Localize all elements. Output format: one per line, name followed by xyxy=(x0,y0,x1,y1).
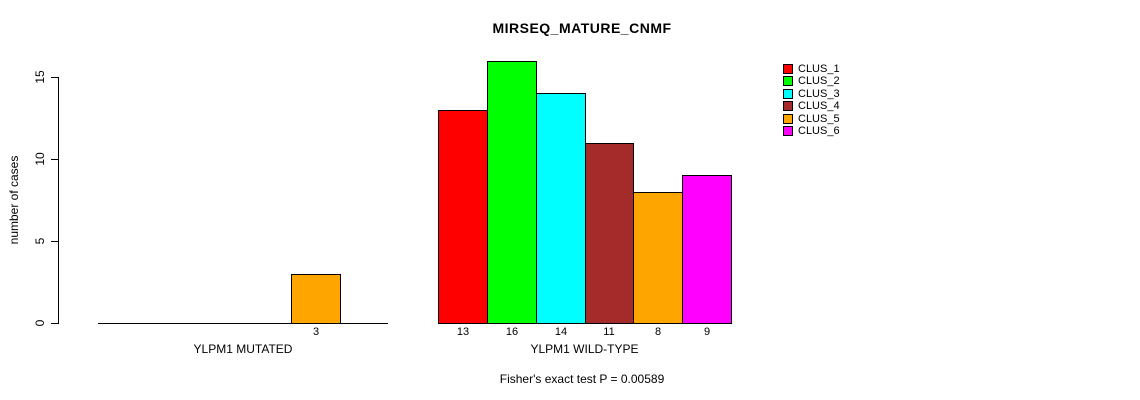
legend-label: CLUS_4 xyxy=(798,100,840,113)
bar-value-label: 3 xyxy=(312,326,320,338)
y-axis-line xyxy=(58,77,59,324)
bar-value-label: 13 xyxy=(456,326,470,338)
y-tick-label: 5 xyxy=(33,237,47,245)
legend-item-CLUS_3: CLUS_3 xyxy=(783,87,840,100)
legend-label: CLUS_2 xyxy=(798,75,840,88)
legend-item-CLUS_4: CLUS_4 xyxy=(783,101,840,112)
group-label-mutated: YLPM1 MUTATED xyxy=(193,342,293,356)
bar-CLUS_5 xyxy=(291,274,341,324)
legend-item-CLUS_5: CLUS_5 xyxy=(783,112,840,125)
legend-label: CLUS_5 xyxy=(798,112,840,125)
legend-label: CLUS_3 xyxy=(798,87,840,100)
legend-label: CLUS_1 xyxy=(798,63,840,75)
chart-title: MIRSEQ_MATURE_CNMF xyxy=(492,20,672,36)
y-axis-label: number of cases xyxy=(7,155,21,245)
legend-swatch-icon xyxy=(783,76,793,87)
caption-fisher-test: Fisher's exact test P = 0.00589 xyxy=(499,372,665,386)
legend-swatch-icon xyxy=(783,101,793,112)
legend-swatch-icon xyxy=(783,126,793,136)
bar-CLUS_5 xyxy=(633,192,683,324)
y-tick-mark xyxy=(51,159,59,160)
bar-value-label: 14 xyxy=(554,326,568,338)
legend-item-CLUS_6: CLUS_6 xyxy=(783,126,840,137)
bar-CLUS_3 xyxy=(536,93,586,324)
y-tick-label: 0 xyxy=(33,319,47,327)
y-tick-mark xyxy=(51,323,59,324)
y-tick-mark xyxy=(51,77,59,78)
y-tick-label: 15 xyxy=(33,70,47,84)
legend-swatch-icon xyxy=(783,64,793,74)
bar-CLUS_2 xyxy=(487,61,537,324)
legend-swatch-icon xyxy=(783,88,793,99)
legend-swatch-icon xyxy=(783,113,793,124)
y-tick-mark xyxy=(51,241,59,242)
bar-value-label: 9 xyxy=(703,326,711,338)
legend-item-CLUS_2: CLUS_2 xyxy=(783,76,840,87)
group-label-wildtype: YLPM1 WILD-TYPE xyxy=(530,342,639,356)
bar-value-label: 8 xyxy=(654,326,662,338)
y-tick-label: 10 xyxy=(33,152,47,166)
group-baseline xyxy=(98,323,388,324)
legend-label: CLUS_6 xyxy=(798,125,840,137)
bar-CLUS_1 xyxy=(438,110,488,324)
legend-item-CLUS_1: CLUS_1 xyxy=(783,64,840,75)
bar-value-label: 11 xyxy=(603,326,615,338)
bar-CLUS_6 xyxy=(682,175,732,324)
bar-CLUS_4 xyxy=(585,143,634,324)
bar-value-label: 16 xyxy=(505,326,519,338)
